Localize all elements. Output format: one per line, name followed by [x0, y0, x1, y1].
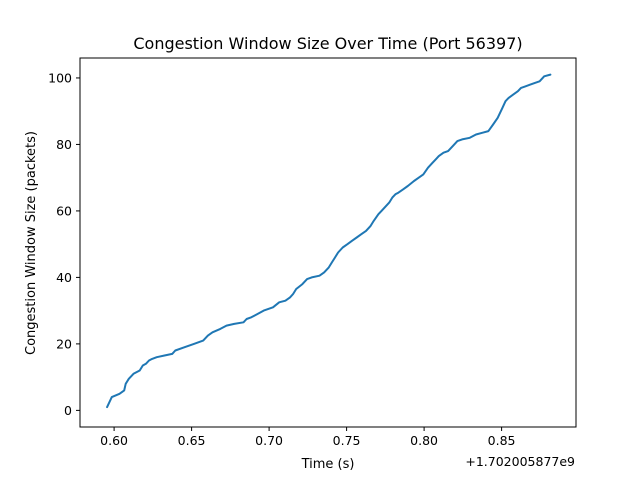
x-tick-label: 0.85 — [488, 433, 516, 448]
series-line — [106, 73, 552, 409]
chart-title: Congestion Window Size Over Time (Port 5… — [133, 34, 522, 53]
y-axis: 0 20 40 60 80 100 — [48, 70, 80, 418]
x-axis: 0.60 0.65 0.70 0.75 0.80 0.85 — [100, 427, 516, 448]
x-axis-offset-label: +1.702005877e9 — [465, 454, 575, 469]
x-tick-label: 0.75 — [333, 433, 361, 448]
y-tick-label: 0 — [64, 403, 72, 418]
y-tick-label: 40 — [56, 270, 72, 285]
y-tick-label: 20 — [56, 336, 72, 351]
y-tick-label: 100 — [48, 70, 72, 85]
x-tick-label: 0.70 — [255, 433, 283, 448]
axes-frame — [79, 57, 577, 428]
x-tick-label: 0.65 — [178, 433, 206, 448]
y-tick-label: 80 — [56, 137, 72, 152]
y-axis-label: Congestion Window Size (packets) — [24, 131, 39, 355]
x-axis-label: Time (s) — [301, 457, 355, 472]
y-tick-label: 60 — [56, 203, 72, 218]
x-tick-label: 0.60 — [100, 433, 128, 448]
plot-area — [106, 73, 552, 409]
x-tick-label: 0.80 — [410, 433, 438, 448]
